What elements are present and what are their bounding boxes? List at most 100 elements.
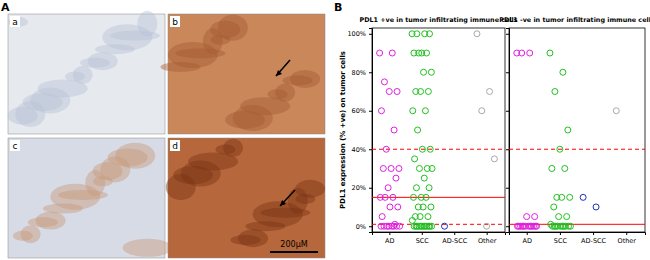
tissue-texture	[253, 201, 303, 227]
data-point	[552, 89, 558, 95]
data-point	[420, 204, 426, 210]
data-point	[413, 185, 419, 191]
data-point	[580, 194, 586, 200]
data-point	[395, 204, 401, 210]
plot-frame	[372, 28, 505, 232]
data-point	[562, 165, 568, 171]
data-point	[426, 185, 432, 191]
data-point	[391, 223, 397, 229]
reference-line	[509, 149, 645, 150]
x-tick-label: Other	[618, 237, 637, 245]
y-axis	[506, 29, 510, 233]
y-tick	[506, 34, 509, 35]
x-tick-mark	[626, 232, 627, 235]
y-tick-label: 80%	[352, 69, 366, 77]
micrograph: d	[166, 138, 325, 258]
x-tick: Other	[478, 232, 497, 245]
y-tick	[506, 111, 509, 112]
plot-area	[509, 50, 645, 229]
data-point	[421, 175, 427, 181]
x-axis-line	[373, 233, 506, 236]
y-axis-title: PDL1 expression (% +ve) on tumor cells	[339, 51, 347, 209]
x-tick-label: AD	[385, 237, 394, 245]
tissue-texture	[282, 76, 312, 86]
y-tick-mark	[506, 149, 509, 150]
data-point	[557, 146, 563, 152]
y-tick	[506, 149, 509, 150]
data-point	[410, 108, 416, 114]
data-point	[378, 223, 384, 229]
y-tick: 100%	[347, 30, 372, 38]
x-tick-label: SCC	[554, 237, 568, 245]
data-point	[565, 127, 571, 133]
y-tick-label: 40%	[352, 146, 366, 154]
data-point	[519, 50, 525, 56]
y-tick-label: 0%	[356, 223, 366, 231]
micrograph: a	[8, 11, 165, 134]
x-axis: ADSCCAD-SCCOther	[510, 232, 646, 245]
data-point	[427, 31, 433, 37]
y-tick: 40%	[352, 146, 372, 154]
chart-title: PDL1 -ve in tumor infiltrating immune ce…	[499, 16, 650, 24]
tissue-texture	[215, 145, 235, 155]
panel-label: B	[334, 1, 342, 14]
data-point	[564, 214, 570, 220]
data-point	[389, 50, 395, 56]
data-point	[425, 214, 431, 220]
y-tick: 20%	[352, 184, 372, 192]
data-point	[429, 165, 435, 171]
data-point	[416, 50, 422, 56]
data-point	[393, 175, 399, 181]
data-point	[567, 194, 573, 200]
image-label-box	[10, 16, 20, 27]
data-point	[613, 108, 619, 114]
tissue-texture	[123, 239, 173, 257]
x-tick: AD-SCC	[581, 232, 606, 245]
data-point	[556, 214, 562, 220]
data-point	[382, 194, 388, 200]
y-tick-mark	[369, 226, 372, 227]
data-point	[428, 204, 434, 210]
data-point	[559, 194, 565, 200]
y-tick-mark	[506, 226, 509, 227]
x-tick: AD-SCC	[442, 232, 467, 245]
data-point	[559, 223, 565, 229]
data-point	[423, 194, 429, 200]
scale-bar	[270, 251, 318, 253]
data-point	[412, 156, 418, 162]
micrographs: abcd	[8, 11, 325, 258]
tissue-texture	[210, 20, 240, 38]
data-point	[527, 50, 533, 56]
x-tick-mark	[487, 232, 488, 235]
tissue-texture	[173, 166, 213, 184]
scale-bar-label: 200µM	[280, 240, 307, 249]
image-label: d	[172, 141, 178, 151]
data-point	[380, 165, 386, 171]
x-tick-mark	[593, 232, 594, 235]
data-point	[551, 223, 557, 229]
data-point	[442, 223, 448, 229]
x-tick-label: AD-SCC	[442, 237, 467, 245]
arrow-head	[276, 70, 282, 76]
x-tick: AD	[385, 232, 394, 245]
data-point	[484, 223, 490, 229]
y-tick-mark	[369, 72, 372, 73]
data-point	[385, 185, 391, 191]
image-label-box	[170, 140, 180, 151]
data-point	[409, 217, 415, 223]
data-point	[417, 214, 423, 220]
data-point	[379, 214, 385, 220]
x-tick-mark	[527, 232, 528, 235]
y-tick-label: 60%	[352, 107, 366, 115]
image-label: c	[13, 141, 18, 151]
y-tick-mark	[506, 34, 509, 35]
tissue-texture	[8, 107, 38, 125]
data-point	[416, 165, 422, 171]
tissue-texture	[168, 42, 218, 68]
data-point	[491, 156, 497, 162]
tissue-texture	[295, 180, 325, 198]
y-tick: 60%	[352, 107, 372, 115]
data-point	[396, 165, 402, 171]
data-point	[426, 223, 432, 229]
y-tick	[506, 226, 509, 227]
